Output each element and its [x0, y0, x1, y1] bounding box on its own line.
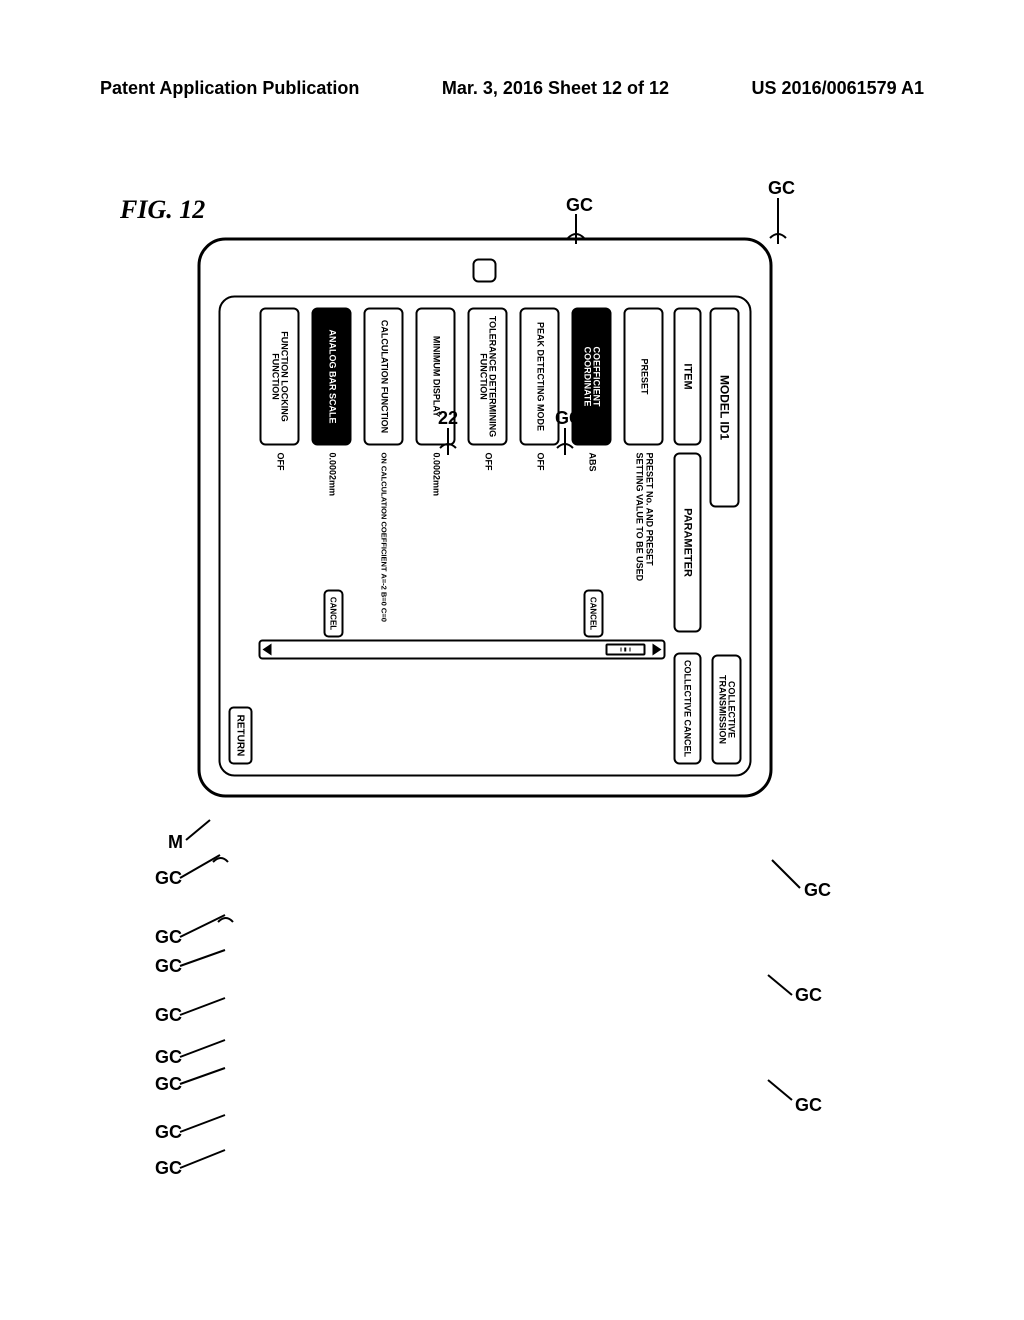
list-row-minimum: MINIMUM DISPLAY 0.0002mm — [408, 308, 458, 638]
parameter-header: PARAMETER — [674, 453, 702, 633]
label-gc-r3: GC — [795, 985, 822, 1006]
label-gc-5: GC — [155, 1047, 182, 1068]
scroll-thumb[interactable] — [606, 644, 646, 656]
return-button[interactable]: RETURN — [229, 707, 253, 765]
label-gc-8: GC — [155, 1158, 182, 1179]
scroll-down-icon[interactable] — [263, 644, 272, 656]
label-gc-6: GC — [155, 1074, 182, 1095]
header-middle: Mar. 3, 2016 Sheet 12 of 12 — [442, 78, 669, 99]
label-gc-1: GC — [155, 868, 182, 889]
header-left: Patent Application Publication — [100, 78, 359, 99]
list-row-tolerance: TOLERANCE DETERMININGFUNCTION OFF — [460, 308, 510, 638]
collective-transmission-button[interactable]: COLLECTIVETRANSMISSION — [712, 655, 742, 765]
label-gc-r2: GC — [804, 880, 831, 901]
item-header: ITEM — [674, 308, 702, 446]
list-row-peak: PEAK DETECTING MODE OFF — [512, 308, 562, 638]
label-gc-7: GC — [155, 1122, 182, 1143]
list-row-analog: ANALOG BAR SCALE 0.0002mm CANCEL — [304, 308, 354, 638]
list-area: PRESET PRESET No. AND PRESETSETTING VALU… — [259, 308, 666, 638]
label-22: 22 — [438, 408, 458, 429]
screen: MODEL ID1 COLLECTIVETRANSMISSION ITEM PA… — [219, 296, 752, 777]
list-row-lock: FUNCTION LOCKINGFUNCTION OFF — [252, 308, 302, 638]
cancel-button-analog[interactable]: CANCEL — [324, 590, 344, 638]
label-gc-r4: GC — [795, 1095, 822, 1116]
list-row-calc: CALCULATION FUNCTION ON CALCULATION COEF… — [356, 308, 406, 638]
tolerance-determining-button[interactable]: TOLERANCE DETERMININGFUNCTION — [468, 308, 508, 446]
function-locking-button[interactable]: FUNCTION LOCKINGFUNCTION — [260, 308, 300, 446]
cancel-button-coeff[interactable]: CANCEL — [584, 590, 604, 638]
label-gc-r1: GC — [555, 408, 582, 429]
peak-param: OFF — [518, 453, 562, 638]
label-gc-4: GC — [155, 1005, 182, 1026]
preset-button[interactable]: PRESET — [624, 308, 664, 446]
collective-cancel-button[interactable]: COLLECTIVE CANCEL — [674, 653, 702, 765]
header-right: US 2016/0061579 A1 — [752, 78, 924, 99]
list-row-coeff: COEFFICIENTCOORDINATE ABS CANCEL — [564, 308, 614, 638]
device-body: MODEL ID1 COLLECTIVETRANSMISSION ITEM PA… — [198, 238, 773, 798]
preset-param: PRESET No. AND PRESETSETTING VALUE TO BE… — [622, 453, 666, 638]
figure-label: FIG. 12 — [120, 195, 205, 225]
label-gc-top2: GC — [768, 178, 795, 199]
scroll-up-icon[interactable] — [653, 644, 662, 656]
peak-detecting-mode-button[interactable]: PEAK DETECTING MODE — [520, 308, 560, 446]
header-row: ITEM PARAMETER COLLECTIVE CANCEL — [674, 308, 702, 765]
lock-param: OFF — [258, 453, 302, 638]
minimum-param: 0.0002mm — [414, 453, 458, 638]
label-gc-3: GC — [155, 956, 182, 977]
top-row: MODEL ID1 COLLECTIVETRANSMISSION — [710, 308, 740, 765]
list-row-preset: PRESET PRESET No. AND PRESETSETTING VALU… — [616, 308, 666, 638]
label-gc-2: GC — [155, 927, 182, 948]
analog-bar-scale-button[interactable]: ANALOG BAR SCALE — [312, 308, 352, 446]
calculation-function-button[interactable]: CALCULATION FUNCTION — [364, 308, 404, 446]
label-gc-top1: GC — [566, 195, 593, 216]
scrollbar[interactable] — [259, 640, 666, 660]
calc-param: ON CALCULATION COEFFICIENT A=-2 B=0 C=0 — [362, 453, 406, 638]
tolerance-param: OFF — [466, 453, 510, 638]
model-id-box: MODEL ID1 — [710, 308, 740, 508]
label-m: M — [168, 832, 183, 853]
home-button[interactable] — [473, 259, 497, 283]
